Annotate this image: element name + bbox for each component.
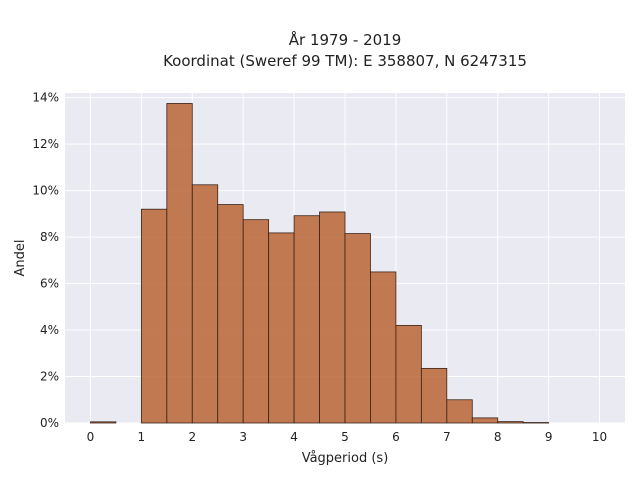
y-tick-label: 6% <box>40 277 59 291</box>
histogram-bar <box>90 421 117 424</box>
x-tick-label: 1 <box>138 430 146 444</box>
histogram-bar <box>420 367 448 424</box>
histogram-bar <box>268 232 295 424</box>
x-tick-label: 4 <box>290 430 298 444</box>
y-axis-ticks: 0% 2% 4% 6% 8% 10% 12% 14% <box>32 91 59 430</box>
y-tick-label: 10% <box>32 184 59 198</box>
histogram-bar <box>140 208 168 424</box>
histogram-bar <box>242 219 270 424</box>
histogram-bar <box>319 211 346 424</box>
x-tick-label: 2 <box>188 430 196 444</box>
chart-title-line1: År 1979 - 2019 <box>289 30 402 49</box>
x-tick-label: 10 <box>592 430 607 444</box>
histogram-bar <box>293 215 320 424</box>
y-tick-label: 0% <box>40 416 59 430</box>
x-tick-label: 8 <box>494 430 502 444</box>
bars <box>90 103 550 424</box>
y-tick-label: 8% <box>40 230 59 244</box>
histogram-bar <box>344 233 371 424</box>
x-tick-label: 7 <box>443 430 451 444</box>
x-axis-ticks: 0 1 2 3 4 5 6 7 8 9 10 <box>87 430 608 444</box>
x-tick-label: 9 <box>545 430 553 444</box>
histogram-bar <box>217 204 244 424</box>
histogram-bar <box>191 184 219 424</box>
histogram-bar <box>166 103 193 424</box>
x-tick-label: 3 <box>239 430 247 444</box>
histogram-bar <box>395 324 422 424</box>
x-axis-label: Vågperiod (s) <box>302 451 389 466</box>
histogram-bar <box>522 422 550 424</box>
y-tick-label: 12% <box>32 137 59 151</box>
chart-title-line2: Koordinat (Sweref 99 TM): E 358807, N 62… <box>163 52 527 70</box>
histogram-bar <box>497 421 524 424</box>
histogram-bar <box>471 417 499 424</box>
y-tick-label: 4% <box>40 323 59 337</box>
y-axis-label: Andel <box>13 240 28 277</box>
histogram-bar <box>446 399 473 424</box>
histogram-bar <box>370 271 397 424</box>
x-tick-label: 6 <box>392 430 400 444</box>
y-tick-label: 2% <box>40 370 59 384</box>
x-tick-label: 5 <box>341 430 349 444</box>
x-tick-label: 0 <box>87 430 95 444</box>
y-tick-label: 14% <box>32 91 59 105</box>
